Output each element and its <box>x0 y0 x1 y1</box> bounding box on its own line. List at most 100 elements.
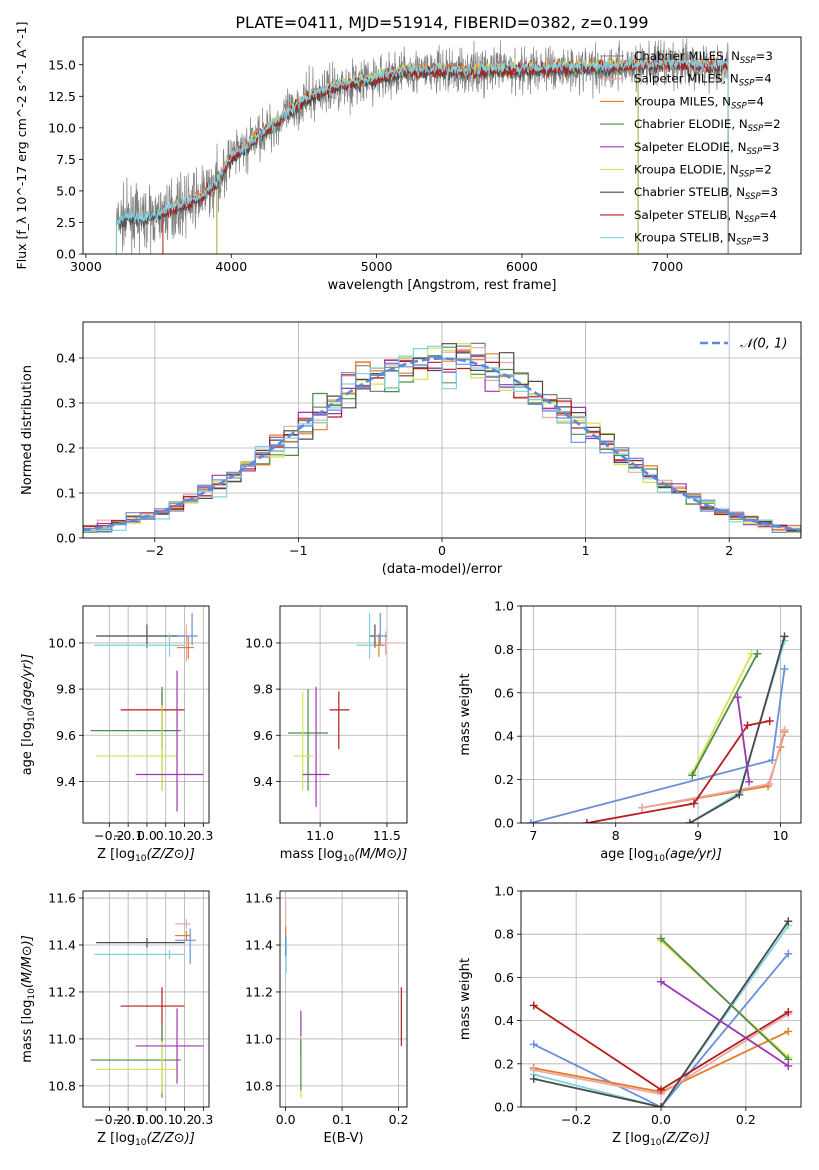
x-tick-label: 8 <box>612 828 620 843</box>
y-tick-label: 9.6 <box>253 728 273 743</box>
y-tick-label: 0.0 <box>494 816 514 831</box>
plot-area-spectrum <box>115 38 729 254</box>
y-tick-label: 15.0 <box>48 57 76 72</box>
y-tick-label: 0.0 <box>56 247 76 262</box>
marker-plus <box>582 819 591 823</box>
x-axis-label: Z [log10(Z/Z⊙)] <box>612 1131 710 1148</box>
y-tick-label: 0.0 <box>56 531 76 546</box>
x-tick-label: 10 <box>772 828 788 843</box>
y-axis-label: Flux [f_λ 10^-17 erg cm^-2 s^-1 A^-1] <box>14 22 29 270</box>
y-tick-label: 0.2 <box>494 772 514 787</box>
y-axis-label: mass weight <box>458 958 473 1040</box>
y-tick-label: 10.8 <box>245 1078 273 1093</box>
marker-plus <box>657 1085 665 1094</box>
x-tick-label: 0.2 <box>175 828 195 843</box>
mass-weight-line <box>691 653 759 776</box>
marker-plus <box>526 819 535 823</box>
x-tick-label: 0.0 <box>137 1112 157 1127</box>
marker-plus <box>733 693 742 702</box>
legend-entry: Chabrier ELODIE, NSSP=2 <box>634 117 781 134</box>
legend-entry: Salpeter ELODIE, NSSP=3 <box>634 140 779 157</box>
y-axis-label: Normed distribution <box>20 365 35 495</box>
marker-plus <box>765 779 774 788</box>
mass-weight-line <box>530 668 786 823</box>
y-tick-label: 0.4 <box>56 351 76 366</box>
marker-plus <box>657 934 665 943</box>
axes-residuals: −2 −1 0 1 2 0.0 0.1 0.2 0.3 0.4 (data-model)/error… <box>20 321 802 577</box>
plot-area-mass-weight-vs-age <box>526 632 789 823</box>
spectrum-line <box>216 57 639 254</box>
x-tick-label: 0.1 <box>156 828 176 843</box>
spectrum-line <box>216 59 639 254</box>
x-tick-label: 0 <box>438 543 446 558</box>
y-tick-label: 11.0 <box>48 1031 76 1046</box>
marker-plus <box>743 721 752 730</box>
marker-plus <box>745 777 754 786</box>
plot-area-age-vs-Z <box>90 612 204 812</box>
x-tick-label: 2 <box>725 543 733 558</box>
x-tick-label: 0.1 <box>156 1112 176 1127</box>
x-tick-label: −1 <box>289 543 307 558</box>
spectrum-line <box>216 60 639 254</box>
x-tick-label: 11.0 <box>306 828 334 843</box>
axes-frame <box>279 890 408 1108</box>
plot-area-residuals <box>83 342 801 537</box>
y-tick-label: 2.5 <box>56 215 76 230</box>
mass-weight-line <box>586 720 770 823</box>
y-tick-label: 11.2 <box>48 984 76 999</box>
y-tick-label: 9.4 <box>253 774 273 789</box>
y-tick-label: 5.0 <box>56 183 76 198</box>
x-tick-label: 7000 <box>651 259 683 274</box>
axes-frame <box>82 36 802 255</box>
marker-plus <box>688 771 697 780</box>
x-tick-label: 9 <box>694 828 702 843</box>
x-tick-label: 0.3 <box>193 828 213 843</box>
mass-weight-line <box>736 696 750 782</box>
plot-area-mass-vs-Z <box>90 919 204 1098</box>
axes-frame <box>82 321 802 539</box>
legend-entry: Kroupa MILES, NSSP=4 <box>634 94 764 111</box>
marker-plus <box>685 819 694 823</box>
marker-plus <box>529 1040 538 1049</box>
mass-weight-line <box>641 731 786 809</box>
marker-plus <box>768 756 777 765</box>
legend-entry: Chabrier MILES, NSSP=3 <box>634 49 773 66</box>
figure-title: PLATE=0411, MJD=51914, FIBERID=0382, z=0… <box>235 13 648 32</box>
x-tick-label: 6000 <box>506 259 538 274</box>
axes-frame <box>279 605 408 824</box>
x-axis-label: mass [log10(M/M⊙)] <box>280 847 408 864</box>
y-tick-label: 11.4 <box>245 938 273 953</box>
y-tick-label: 10.8 <box>48 1078 76 1093</box>
spectrum-line <box>115 53 729 254</box>
x-tick-label: 11.5 <box>373 828 401 843</box>
y-tick-label: 11.6 <box>245 891 273 906</box>
x-tick-label: −0.2 <box>94 1112 124 1127</box>
x-axis-label: E(B-V) <box>323 1131 363 1146</box>
y-axis-label: mass weight <box>458 673 473 755</box>
x-tick-label: −0.2 <box>94 828 124 843</box>
x-tick-label: 4000 <box>215 259 247 274</box>
axes-spectrum: 3000 4000 5000 6000 7000 0.0 2.5 5.0 7.5 10.0 12.5… <box>14 22 802 293</box>
y-tick-label: 11.2 <box>245 984 273 999</box>
marker-plus <box>657 977 665 986</box>
marker-plus <box>765 717 774 726</box>
y-tick-label: 11.0 <box>245 1031 273 1046</box>
axes-frame <box>520 890 802 1108</box>
marker-plus <box>638 803 647 812</box>
y-axis-label: mass [log10(M/M⊙)] <box>20 935 37 1063</box>
marker-plus <box>780 664 789 673</box>
x-tick-label: −0.1 <box>113 828 143 843</box>
y-tick-label: 0.2 <box>56 441 76 456</box>
y-tick-label: 1.0 <box>494 884 514 899</box>
y-tick-label: 9.4 <box>56 774 76 789</box>
y-tick-label: 1.0 <box>494 599 514 614</box>
marker-plus <box>784 1027 793 1036</box>
x-tick-label: 0.2 <box>389 1112 409 1127</box>
legend-entry: Kroupa ELODIE, NSSP=2 <box>634 163 772 180</box>
legend-entry: Salpeter STELIB, NSSP=4 <box>634 208 777 225</box>
x-axis-label: (data-model)/error <box>382 562 503 577</box>
axes-frame <box>82 605 210 824</box>
marker-plus <box>689 799 698 808</box>
y-tick-label: 0.4 <box>494 729 514 744</box>
y-tick-label: 10.0 <box>48 635 76 650</box>
